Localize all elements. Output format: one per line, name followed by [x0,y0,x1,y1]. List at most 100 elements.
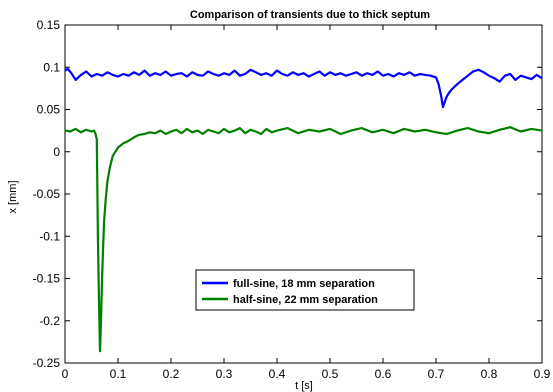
data-point-half-sine [520,130,522,133]
data-point-full-sine [334,74,336,76]
data-point-half-sine [90,130,93,133]
data-point-half-sine [207,129,209,131]
y-tick-label: 0.15 [37,18,61,32]
data-point-full-sine [181,72,183,74]
data-point-half-sine [446,133,448,135]
data-point-half-sine [218,132,220,134]
data-point-half-sine [69,130,71,133]
data-point-half-sine [101,277,103,280]
data-point-full-sine [128,75,130,77]
data-point-full-sine [223,72,225,74]
data-point-full-sine [398,72,400,74]
legend-label-half-sine: half-sine, 22 mm separation [233,294,378,306]
x-tick-label: 0.1 [110,367,127,381]
series-full-sine [64,67,543,109]
data-point-half-sine [85,129,87,131]
data-point-full-sine [536,74,538,76]
data-point-full-sine [467,75,469,77]
data-point-full-sine [276,70,278,72]
data-point-full-sine [499,81,501,83]
data-point-full-sine [202,75,204,77]
data-point-full-sine [228,74,230,76]
data-point-full-sine [366,72,368,74]
data-point-full-sine [249,69,252,71]
data-point-full-sine [435,76,437,78]
data-point-half-sine [414,130,416,133]
data-point-full-sine [302,72,305,74]
y-tick-label: 0 [53,145,60,159]
data-point-half-sine [202,133,204,135]
data-point-half-sine [64,130,66,132]
data-point-half-sine [149,131,151,133]
data-point-half-sine [297,132,299,134]
data-point-full-sine [525,76,527,78]
y-tick-label: -0.15 [33,272,61,286]
data-point-half-sine [196,130,199,132]
data-point-full-sine [461,79,464,81]
data-point-half-sine [382,129,384,131]
data-point-full-sine [80,74,82,76]
data-point-full-sine [170,75,172,77]
data-point-half-sine [138,134,140,136]
data-point-full-sine [239,75,241,77]
data-point-half-sine [133,136,135,138]
data-point-full-sine [244,73,246,75]
data-point-full-sine [265,72,267,74]
data-point-half-sine [93,130,95,132]
data-point-full-sine [101,75,103,77]
x-tick-label: 0.9 [534,367,551,381]
data-point-half-sine [244,132,246,134]
data-point-half-sine [318,130,320,133]
data-point-half-sine [117,146,119,149]
plot-area [64,24,543,364]
data-point-full-sine [424,74,426,76]
data-point-half-sine [239,127,241,129]
series-line-full-sine [64,67,543,109]
data-point-full-sine [387,73,389,75]
data-point-full-sine [514,79,517,81]
data-point-half-sine [424,129,426,131]
data-point-half-sine [249,129,252,131]
data-point-half-sine [143,133,146,135]
data-point-half-sine [308,129,310,131]
data-point-half-sine [435,131,437,133]
data-point-half-sine [477,130,479,133]
data-point-half-sine [128,140,130,142]
data-point-full-sine [75,79,77,81]
data-point-half-sine [255,130,257,133]
data-point-full-sine [382,75,384,77]
data-point-full-sine [308,75,310,78]
x-tick-label: 0.7 [428,367,445,381]
data-point-half-sine [271,131,273,133]
plot-frame [64,24,543,364]
data-point-half-sine [265,128,267,130]
y-tick-label: -0.05 [33,187,61,201]
x-tick-label: 0.4 [269,367,286,381]
data-point-full-sine [488,75,490,77]
data-point-full-sine [355,71,358,73]
data-point-full-sine [292,71,294,73]
data-point-half-sine [106,180,108,182]
data-point-full-sine [403,74,405,76]
data-point-full-sine [90,75,93,78]
data-point-full-sine [509,73,511,75]
data-point-full-sine [207,70,209,73]
data-point-half-sine [102,244,104,246]
data-point-half-sine [175,129,177,131]
data-point-half-sine [361,127,363,129]
legend-box [195,269,415,311]
data-point-half-sine [165,133,167,135]
data-point-full-sine [451,88,453,90]
data-point-half-sine [530,128,533,130]
data-point-half-sine [109,166,111,168]
data-point-full-sine [260,74,262,76]
data-point-full-sine [377,70,379,73]
data-point-full-sine [446,96,448,98]
legend: full-sine, 18 mm separation half-sine, 2… [195,269,415,311]
data-point-half-sine [350,130,352,132]
x-tick-label: 0.2 [163,367,180,381]
legend-label-full-sine: full-sine, 18 mm separation [233,278,375,290]
data-point-full-sine [191,71,193,73]
data-point-full-sine [143,70,146,72]
data-point-half-sine [95,134,97,136]
